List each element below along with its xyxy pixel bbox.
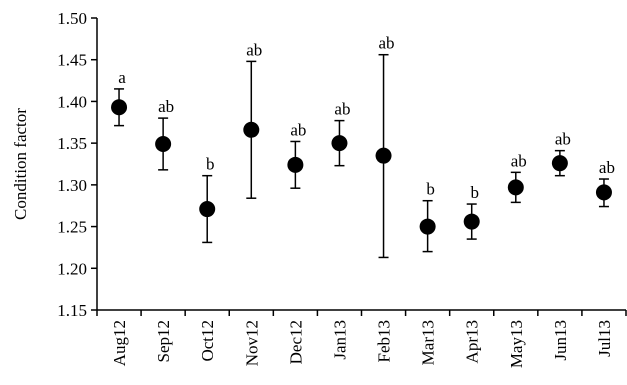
significance-label: ab: [555, 130, 571, 149]
y-tick-label: 1.20: [57, 259, 87, 278]
x-tick-label: Sep12: [154, 320, 173, 363]
significance-label: ab: [158, 97, 174, 116]
data-point: [111, 99, 128, 116]
y-axis-ticks: 1.15 1.20 1.25 1.30 1.35 1.40 1.45 1.50: [57, 9, 97, 320]
significance-label: ab: [599, 158, 615, 177]
y-tick-label: 1.30: [57, 176, 87, 195]
y-tick-label: 1.45: [57, 51, 87, 70]
significance-labels: a ab b ab ab ab ab b b ab ab ab: [118, 34, 615, 202]
data-point: [375, 147, 392, 164]
significance-label: b: [206, 155, 215, 174]
data-point: [199, 201, 216, 218]
significance-label: ab: [511, 151, 527, 170]
y-tick-label: 1.40: [57, 92, 87, 111]
significance-label: b: [470, 183, 479, 202]
data-point: [551, 155, 568, 172]
data-points: [111, 99, 612, 235]
axes: [96, 18, 626, 311]
significance-label: b: [426, 180, 435, 199]
significance-label: ab: [290, 120, 306, 139]
x-tick-label: Nov12: [242, 320, 261, 366]
x-tick-label: Apr13: [463, 320, 482, 363]
x-tick-label: Jan13: [330, 320, 349, 360]
data-point: [507, 179, 524, 196]
data-point: [463, 213, 480, 230]
x-tick-label: Jul13: [595, 320, 614, 357]
data-point: [287, 156, 304, 173]
x-tick-label: Feb13: [375, 320, 394, 363]
x-tick-label: Jun13: [551, 320, 570, 361]
x-tick-label: May13: [507, 320, 526, 368]
x-tick-label: Oct12: [198, 320, 217, 362]
x-tick-label: Aug12: [110, 320, 129, 366]
y-tick-label: 1.50: [57, 9, 87, 28]
significance-label: ab: [334, 100, 350, 119]
x-tick-label: Dec12: [286, 320, 305, 364]
error-bars: [114, 53, 609, 259]
y-axis-title: Condition factor: [11, 108, 30, 220]
significance-label: a: [118, 68, 126, 87]
significance-label: ab: [379, 34, 395, 53]
y-tick-label: 1.15: [57, 301, 87, 320]
y-tick-label: 1.25: [57, 218, 87, 237]
x-axis-ticks: Aug12 Sep12 Oct12 Nov12 Dec12 Jan13 Feb13 Mar13…: [96, 310, 627, 368]
y-tick-label: 1.35: [57, 134, 87, 153]
data-point: [243, 121, 260, 138]
data-point: [419, 218, 436, 235]
data-point: [155, 135, 172, 152]
x-tick-label: Mar13: [419, 320, 438, 365]
data-point: [331, 135, 348, 152]
data-point: [595, 184, 612, 201]
significance-label: ab: [246, 40, 262, 59]
